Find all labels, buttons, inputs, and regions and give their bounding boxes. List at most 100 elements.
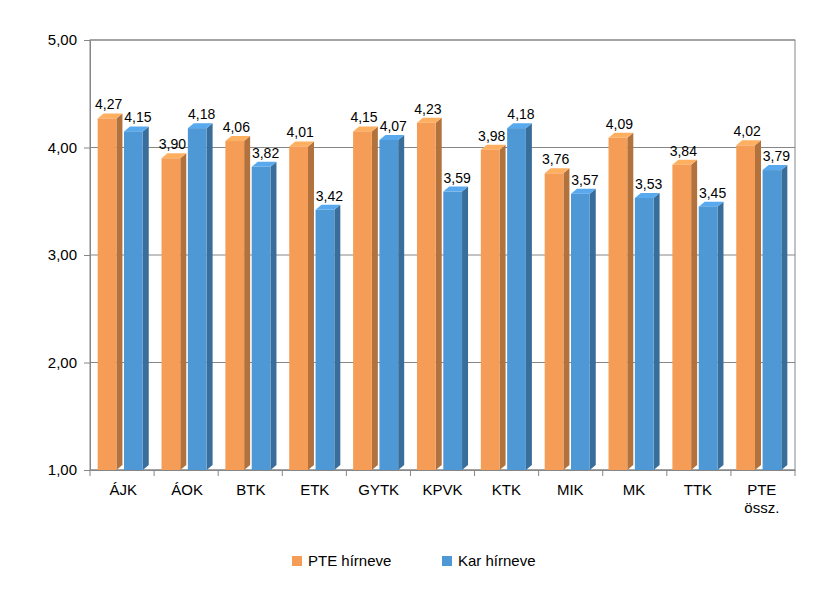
legend-item: Kar hírneve <box>442 552 536 569</box>
x-tick: KPVK <box>422 470 462 498</box>
bar-side <box>691 160 697 470</box>
bar <box>443 192 462 470</box>
x-axis: ÁJKÁOKBTKETKGYTKKPVKKTKMIKMKTTKPTEössz. <box>91 470 796 516</box>
x-tick-label-line: össz. <box>744 499 779 516</box>
data-label: 4,15 <box>350 109 377 125</box>
x-tick-label: TTK <box>684 481 712 498</box>
bar <box>507 128 526 470</box>
bars <box>98 113 788 470</box>
bar-side <box>462 187 468 470</box>
x-separator <box>154 470 155 476</box>
bar <box>124 131 143 470</box>
bar-top <box>635 193 660 198</box>
x-tick: TTK <box>684 470 712 498</box>
bar-side <box>627 133 633 470</box>
x-separator <box>218 470 219 476</box>
y-tick: 3,00 <box>48 246 90 263</box>
bar <box>379 140 398 470</box>
x-separator <box>346 470 347 476</box>
bar-side <box>654 193 660 470</box>
bar-top <box>98 113 123 118</box>
bar-top <box>379 135 404 140</box>
x-separator <box>795 470 796 476</box>
x-separator <box>410 470 411 476</box>
data-label: 3,53 <box>635 176 662 192</box>
y-tick: 4,00 <box>48 139 90 156</box>
bar-side <box>180 153 186 470</box>
bar-side <box>372 126 378 470</box>
bar <box>225 141 244 470</box>
x-tick-label: PTEössz. <box>744 481 779 516</box>
bar <box>545 173 564 470</box>
grid-line <box>90 40 795 41</box>
x-tick: PTEössz. <box>744 470 779 516</box>
x-tick-label-line: KPVK <box>422 481 462 498</box>
bar <box>763 170 782 470</box>
bar <box>571 194 590 470</box>
data-labels: 4,273,904,064,014,154,233,983,764,093,84… <box>95 96 790 203</box>
data-label: 3,76 <box>542 151 569 167</box>
bar-top <box>481 145 506 150</box>
bar-side <box>116 113 122 470</box>
y-tick-label: 1,00 <box>48 461 77 478</box>
x-tick-label-line: TTK <box>684 481 712 498</box>
x-tick-label-line: MK <box>623 481 646 498</box>
legend-swatch <box>292 556 302 566</box>
bar <box>98 118 117 470</box>
x-tick: GYTK <box>358 470 399 498</box>
data-label: 3,45 <box>699 185 726 201</box>
bar <box>609 138 628 470</box>
bar-side <box>207 123 213 470</box>
data-label: 4,07 <box>380 118 407 134</box>
bar-side <box>398 135 404 470</box>
legend-item: PTE hírneve <box>292 552 391 569</box>
bar-side <box>143 126 149 470</box>
y-tick: 2,00 <box>48 354 90 371</box>
bar-top <box>443 187 468 192</box>
x-tick-label: ETK <box>300 481 329 498</box>
bar <box>316 210 335 470</box>
data-label: 4,02 <box>734 123 761 139</box>
data-label: 3,79 <box>763 148 790 164</box>
x-tick-label-line: MIK <box>557 481 584 498</box>
bar-top <box>736 140 761 145</box>
data-label: 4,23 <box>414 101 441 117</box>
bar <box>672 165 691 470</box>
bar-top <box>124 126 149 131</box>
bar <box>417 123 436 470</box>
bar-side <box>590 189 596 470</box>
bar-side <box>244 136 250 470</box>
data-label: 4,27 <box>95 96 122 112</box>
x-tick-label-line: BTK <box>236 481 265 498</box>
data-label: 3,57 <box>571 172 598 188</box>
chart: 1,00 2,00 3,00 4,00 5,00 ÁJK ÁOK BTK ETK GYTK KPVK… <box>0 0 831 593</box>
y-tick-mark <box>84 363 90 364</box>
y-tick: 5,00 <box>48 31 90 48</box>
bar-top <box>571 189 596 194</box>
bar <box>162 158 181 470</box>
data-label: 3,59 <box>444 170 471 186</box>
bar-top <box>417 118 442 123</box>
bar-top <box>353 126 378 131</box>
x-tick: ETK <box>300 470 329 498</box>
bar <box>635 198 654 470</box>
bar <box>188 128 207 470</box>
bar <box>736 145 755 470</box>
x-tick: MK <box>623 470 646 498</box>
bar-side <box>781 165 787 470</box>
x-tick-label-line: ÁJK <box>109 481 137 498</box>
bar-top <box>316 205 341 210</box>
y-tick-label: 4,00 <box>48 139 77 156</box>
bar-top <box>699 202 724 207</box>
x-separator <box>730 470 731 476</box>
legend-label: Kar hírneve <box>458 552 536 569</box>
x-separator <box>538 470 539 476</box>
y-tick-label: 3,00 <box>48 246 77 263</box>
bar-side <box>500 145 506 470</box>
x-tick-label: GYTK <box>358 481 399 498</box>
bar-top <box>162 153 187 158</box>
x-tick-label-line: ÁOK <box>171 481 203 498</box>
x-tick-label: KPVK <box>422 481 462 498</box>
data-label: 4,18 <box>507 106 534 122</box>
bar-side <box>308 141 314 470</box>
